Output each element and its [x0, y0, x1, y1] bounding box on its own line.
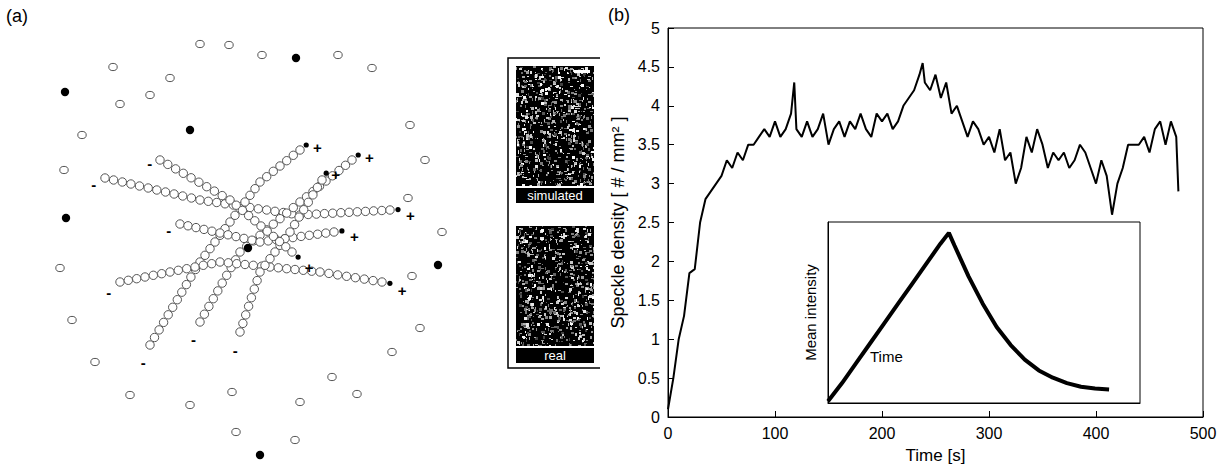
svg-text:100: 100: [762, 425, 789, 442]
svg-text:2.5: 2.5: [638, 214, 660, 231]
svg-text:1.5: 1.5: [638, 292, 660, 309]
svg-text:1: 1: [651, 331, 660, 348]
svg-text:500: 500: [1190, 425, 1217, 442]
svg-text:0: 0: [651, 409, 660, 426]
svg-text:0.5: 0.5: [638, 370, 660, 387]
svg-text:+: +: [331, 166, 340, 183]
html-text:real: real: [544, 348, 566, 363]
svg-text:+: +: [365, 149, 374, 166]
svg-text:3: 3: [651, 175, 660, 192]
svg-text:-: -: [191, 331, 196, 348]
svg-text:-: -: [147, 155, 152, 172]
svg-text:-: -: [91, 176, 96, 193]
svg-text:400: 400: [1083, 425, 1110, 442]
svg-text:0: 0: [664, 425, 673, 442]
html-text:simulated: simulated: [527, 188, 583, 203]
svg-text:-: -: [141, 354, 146, 371]
svg-text:2: 2: [651, 253, 660, 270]
svg-text:3.5: 3.5: [638, 136, 660, 153]
svg-text:-: -: [106, 284, 111, 301]
svg-text:5: 5: [651, 20, 660, 37]
svg-text:200: 200: [869, 425, 896, 442]
svg-text:Speckle density [ # / mm² ]: Speckle density [ # / mm² ]: [608, 116, 628, 328]
svg-text:300: 300: [976, 425, 1003, 442]
svg-text:Time [s]: Time [s]: [906, 446, 966, 465]
svg-text:+: +: [398, 282, 407, 299]
svg-text:4.5: 4.5: [638, 58, 660, 75]
svg-text:-: -: [166, 222, 171, 239]
svg-text:+: +: [313, 139, 322, 156]
svg-text:-: -: [233, 342, 238, 359]
svg-text:4: 4: [651, 97, 660, 114]
svg-text:+: +: [406, 207, 415, 224]
svg-text:+: +: [305, 259, 314, 276]
svg-text:Time: Time: [870, 348, 903, 365]
svg-text:(b): (b): [608, 5, 630, 25]
svg-text:(a): (a): [6, 6, 28, 26]
svg-text:+: +: [350, 228, 359, 245]
svg-text:Mean intensity: Mean intensity: [802, 264, 819, 361]
